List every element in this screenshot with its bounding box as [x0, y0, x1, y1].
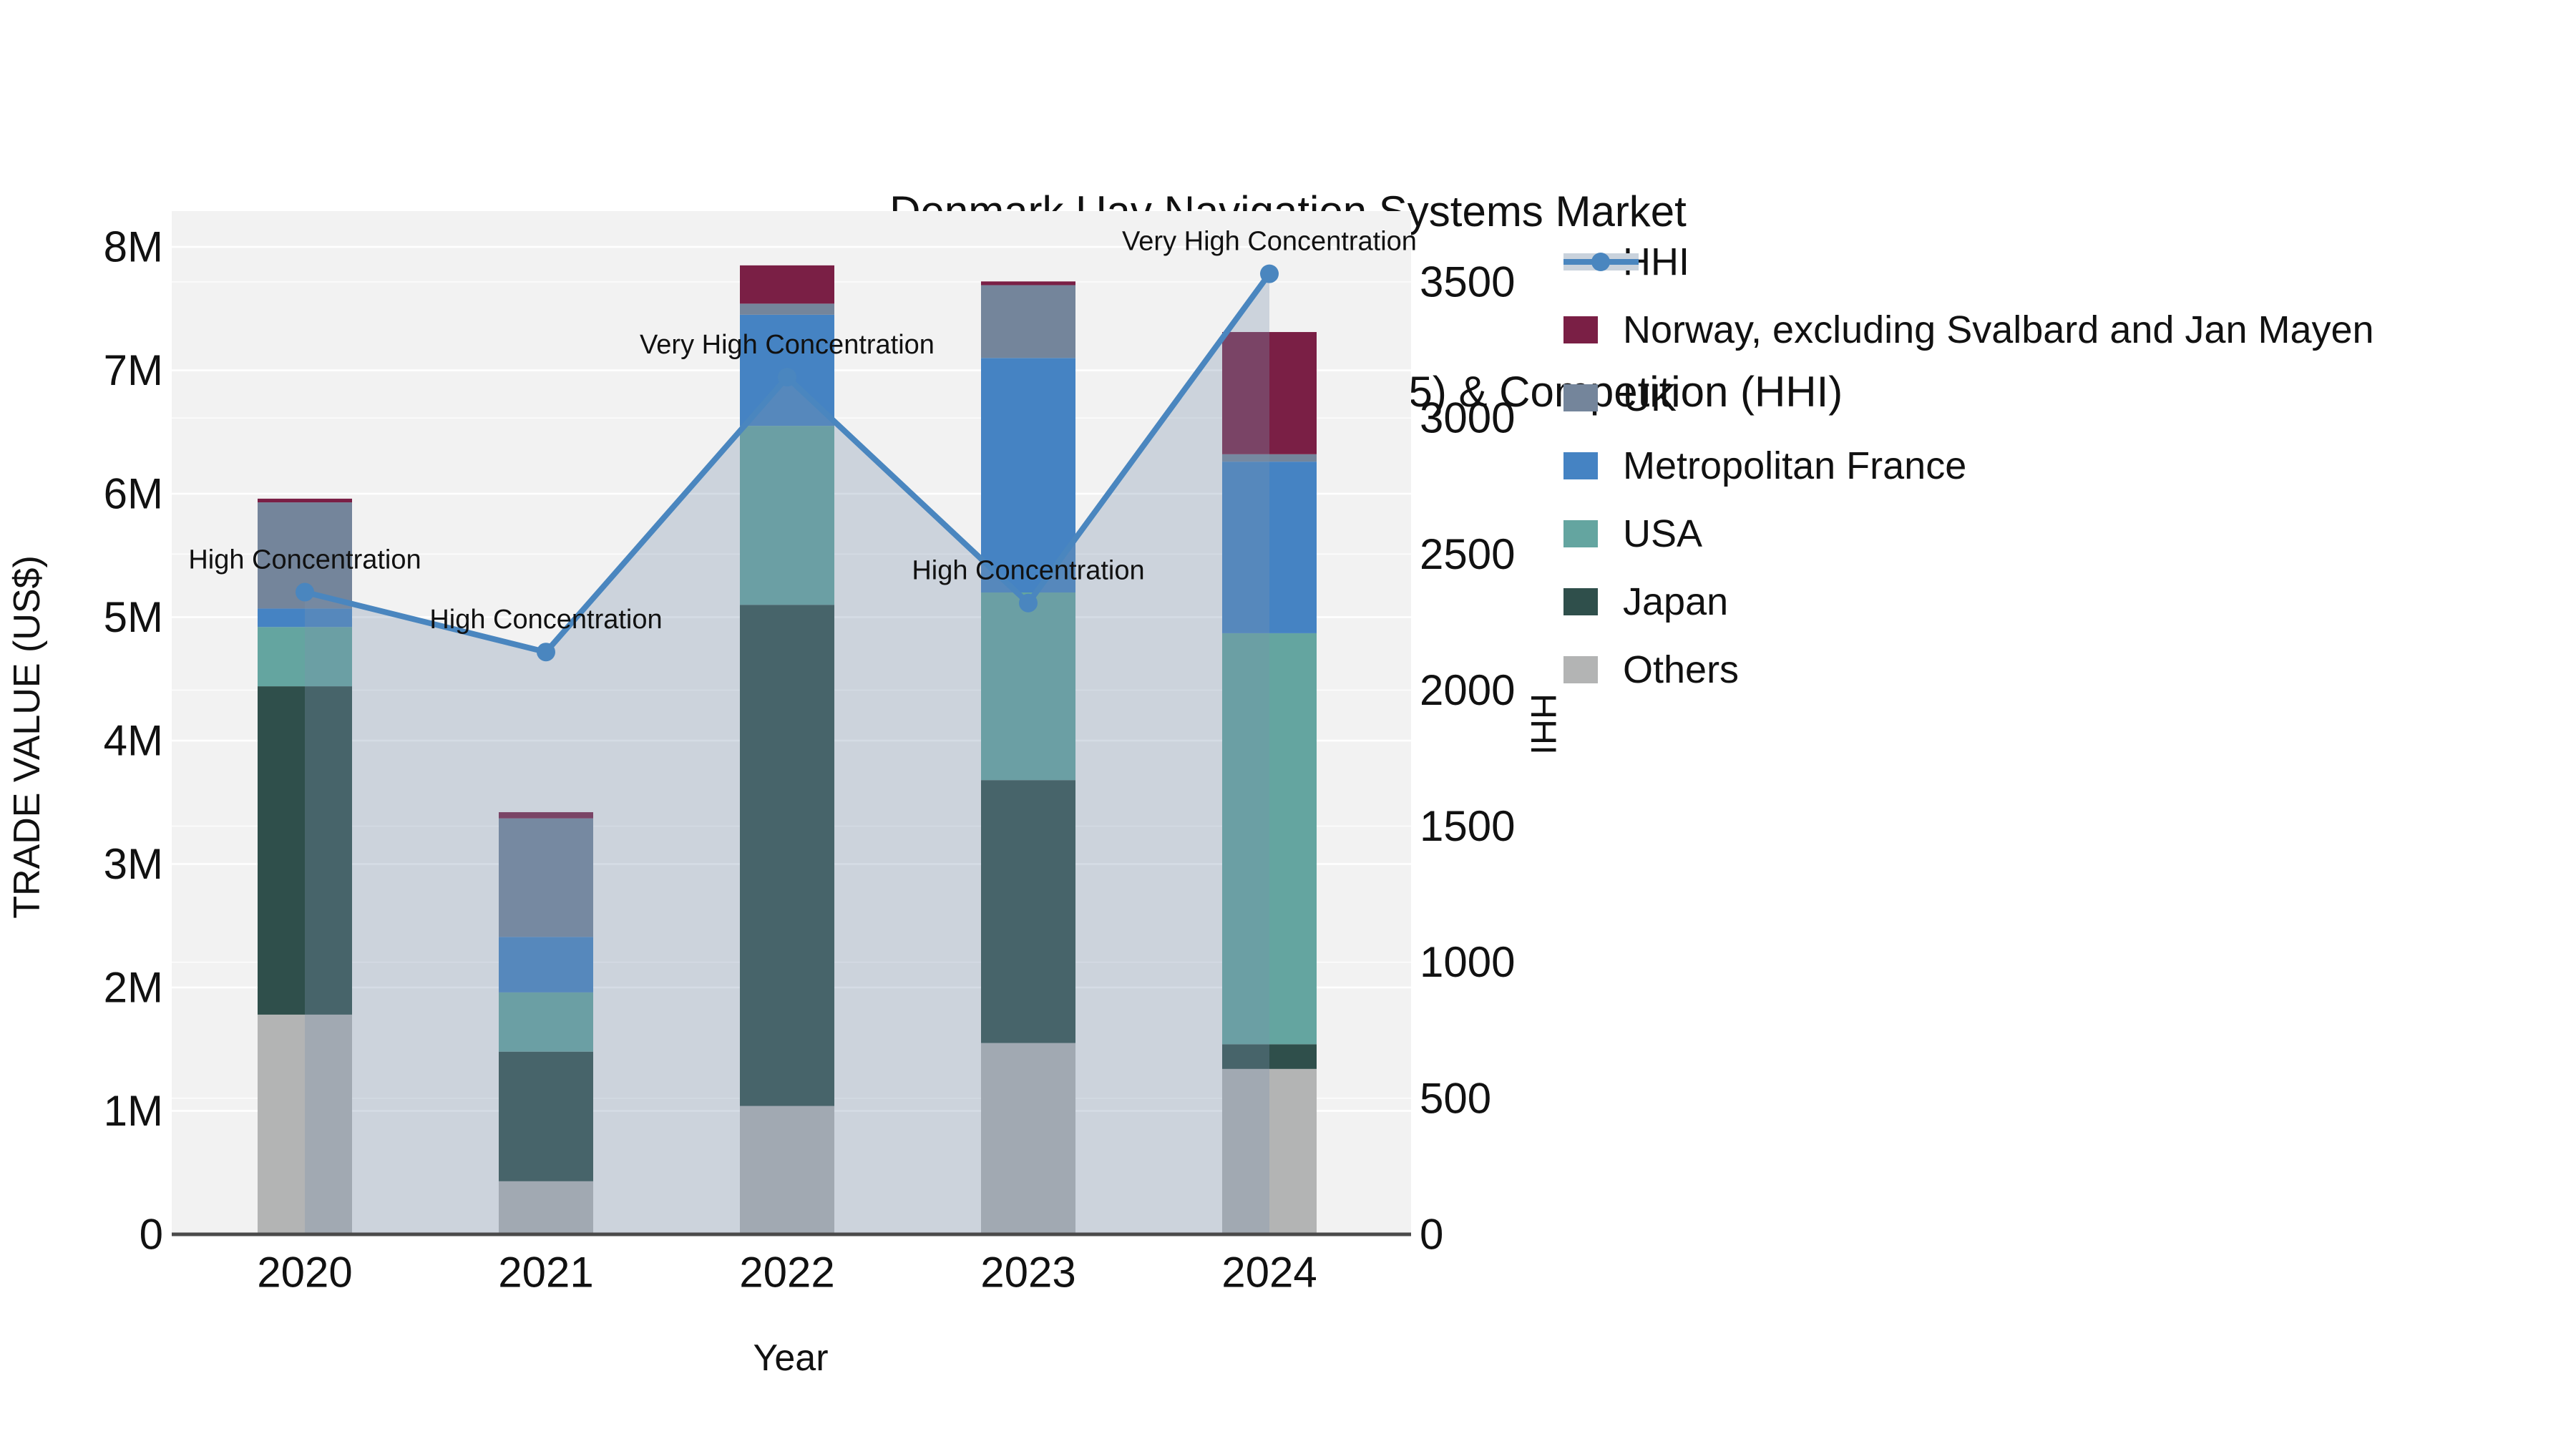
hhi-marker-2020 [296, 582, 314, 602]
legend-item-others[interactable]: Others [1563, 635, 2374, 703]
bar-segment-2022-usa [740, 426, 834, 605]
hhi-marker-2024 [1260, 264, 1279, 283]
bar-segment-2024-metropolitan-france [1222, 462, 1317, 633]
x-tick-2020: 2020 [257, 1249, 352, 1297]
bar-segment-2024-others [1222, 1068, 1317, 1234]
legend-swatch-icon [1563, 316, 1598, 343]
y-right-tick-0: 0 [1420, 1211, 1443, 1259]
x-axis-title: Year [753, 1337, 829, 1379]
bar-segment-2020-japan [258, 686, 352, 1015]
legend-item-japan[interactable]: Japan [1563, 567, 2374, 635]
bar-segment-2021-others [499, 1181, 593, 1234]
legend-item-metropolitan-france[interactable]: Metropolitan France [1563, 431, 2374, 499]
annotation-2020: High Concentration [188, 545, 421, 575]
bar-segment-2024-uk [1222, 454, 1317, 462]
y-right-tick-500: 500 [1420, 1074, 1491, 1122]
annotation-2023: High Concentration [912, 556, 1144, 586]
bar-segment-2021-metropolitan-france [499, 937, 593, 992]
bar-segment-2020-norway-excluding-svalbard-and-jan-mayen [258, 498, 352, 503]
hhi-marker-2022 [778, 368, 796, 387]
y-axis-title-left: TRADE VALUE (US$) [6, 555, 48, 919]
legend-swatch-icon [1563, 452, 1598, 479]
legend-label: Metropolitan France [1623, 444, 1967, 487]
bar-segment-2024-norway-excluding-svalbard-and-jan-mayen [1222, 332, 1317, 454]
legend-swatch-icon [1563, 587, 1598, 615]
legend-item-norway-excluding-svalbard-and-jan-mayen[interactable]: Norway, excluding Svalbard and Jan Mayen [1563, 296, 2374, 364]
y-left-tick-6M: 6M [104, 470, 163, 518]
bar-segment-2021-japan [499, 1051, 593, 1181]
legend-label: UK [1623, 376, 1677, 419]
legend-item-uk[interactable]: UK [1563, 364, 2374, 431]
legend-label: Japan [1623, 580, 1729, 623]
x-tick-2022: 2022 [739, 1249, 834, 1297]
legend-label: Others [1623, 648, 1740, 691]
bar-segment-2020-metropolitan-france [258, 608, 352, 628]
x-tick-2024: 2024 [1221, 1249, 1317, 1297]
bar-segment-2021-norway-excluding-svalbard-and-jan-mayen [499, 812, 593, 819]
legend-label: Norway, excluding Svalbard and Jan Mayen [1623, 308, 2374, 351]
bar-segment-2021-uk [499, 818, 593, 937]
bar-segment-2023-japan [981, 780, 1075, 1043]
y-left-tick-5M: 5M [104, 593, 163, 641]
legend-item-usa[interactable]: USA [1563, 499, 2374, 567]
y-right-tick-1500: 1500 [1420, 802, 1515, 850]
legend-swatch-icon [1563, 384, 1598, 411]
x-tick-2023: 2023 [980, 1249, 1075, 1297]
x-tick-2021: 2021 [498, 1249, 593, 1297]
bar-segment-2022-uk [740, 303, 834, 315]
y-left-tick-0: 0 [140, 1211, 163, 1259]
bar-segment-2022-japan [740, 605, 834, 1106]
legend-label: USA [1623, 512, 1703, 555]
y-right-tick-1000: 1000 [1420, 938, 1515, 986]
y-right-tick-3000: 3000 [1420, 394, 1515, 442]
bar-segment-2023-uk [981, 285, 1075, 358]
annotation-2021: High Concentration [429, 605, 662, 635]
legend-swatch-icon [1563, 655, 1598, 683]
hhi-area-fill [305, 273, 1269, 1234]
hhi-line-sample-icon [1563, 248, 1639, 275]
bar-segment-2023-usa [981, 592, 1075, 781]
bar-segment-2021-usa [499, 992, 593, 1052]
annotation-2024: Very High Concentration [1122, 227, 1417, 257]
bar-segment-2023-metropolitan-france [981, 358, 1075, 592]
y-left-tick-8M: 8M [104, 223, 163, 271]
bar-segment-2022-others [740, 1106, 834, 1234]
bar-segment-2024-japan [1222, 1044, 1317, 1069]
y-left-tick-3M: 3M [104, 840, 163, 888]
y-left-tick-2M: 2M [104, 964, 163, 1012]
bar-segment-2022-norway-excluding-svalbard-and-jan-mayen [740, 265, 834, 304]
y-left-tick-4M: 4M [104, 717, 163, 765]
y-right-tick-3500: 3500 [1420, 258, 1515, 306]
annotation-2022: Very High Concentration [640, 330, 935, 360]
bar-segment-2020-others [258, 1014, 352, 1234]
bar-segment-2024-usa [1222, 633, 1317, 1045]
y-left-tick-7M: 7M [104, 346, 163, 394]
legend: HHI Norway, excluding Svalbard and Jan Ma… [1563, 228, 2374, 703]
bar-segment-2023-norway-excluding-svalbard-and-jan-mayen [981, 281, 1075, 286]
bar-segment-2023-others [981, 1043, 1075, 1234]
y-axis-title-right: HHI [1523, 693, 1563, 756]
y-right-tick-2000: 2000 [1420, 666, 1515, 714]
y-right-tick-2500: 2500 [1420, 530, 1515, 578]
hhi-marker-2021 [537, 643, 555, 662]
hhi-marker-2023 [1019, 593, 1038, 613]
legend-swatch-icon [1563, 519, 1598, 547]
bar-segment-2020-usa [258, 627, 352, 687]
y-left-tick-1M: 1M [104, 1087, 163, 1135]
legend-item-hhi[interactable]: HHI [1563, 228, 2374, 296]
